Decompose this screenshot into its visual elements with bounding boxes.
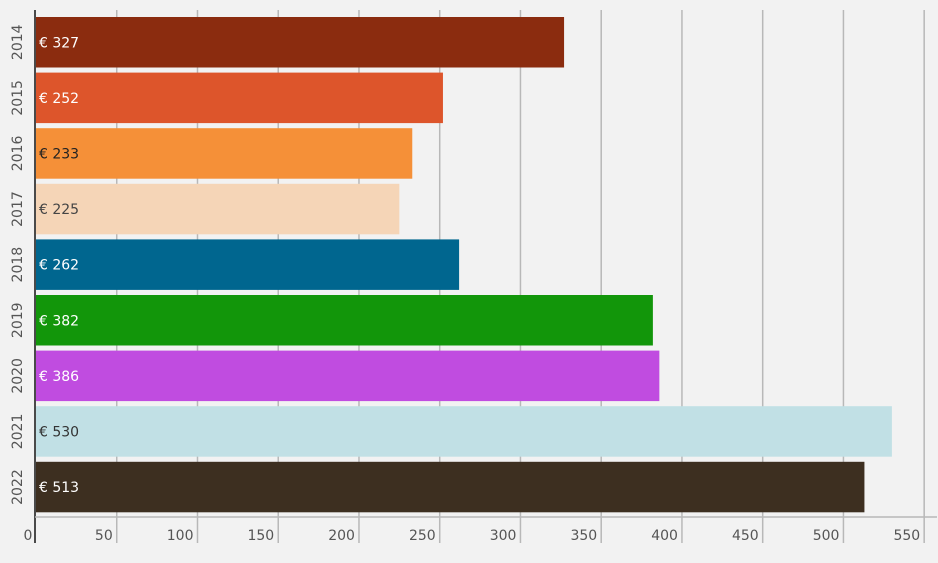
bar-2018 — [36, 239, 460, 290]
x-tick-label: 0 — [24, 528, 33, 544]
x-tick-label: 300 — [490, 528, 517, 544]
category-label-2020: 2020 — [10, 358, 26, 394]
category-label-2018: 2018 — [10, 247, 26, 283]
category-label-2014: 2014 — [10, 24, 26, 60]
x-tick-label: 150 — [247, 528, 274, 544]
bar-2019 — [36, 295, 653, 346]
bar-value-label: € 225 — [39, 202, 79, 218]
bar-value-label: € 327 — [39, 35, 79, 51]
category-label-2015: 2015 — [10, 80, 26, 116]
axes — [34, 10, 937, 543]
bar-2014 — [36, 17, 565, 68]
x-tick-label: 400 — [651, 528, 678, 544]
x-tick-label: 250 — [409, 528, 436, 544]
x-tick-label: 200 — [328, 528, 355, 544]
bar-2022 — [36, 461, 865, 513]
bar-2017 — [36, 183, 400, 235]
category-label-2019: 2019 — [10, 302, 26, 338]
x-axis-ticks: 0 50 100 150 200 250 300 350 400 450 500 550 — [24, 528, 921, 544]
bar-value-label: € 262 — [39, 258, 79, 274]
category-label-2022: 2022 — [10, 469, 26, 505]
bar-value-label: € 252 — [39, 91, 79, 107]
x-tick-label: 500 — [813, 528, 840, 544]
bar-2016 — [36, 128, 413, 179]
x-tick-label: 50 — [95, 528, 113, 544]
bar-2015 — [36, 72, 443, 124]
x-tick-label: 450 — [732, 528, 759, 544]
bar-value-label: € 233 — [39, 146, 79, 162]
category-label-2017: 2017 — [10, 191, 26, 227]
bar-value-label: € 386 — [39, 369, 79, 385]
y-axis-categories: 2014 2015 2016 2017 2018 2019 2020 2021 2022 — [10, 24, 26, 505]
x-tick-label: 550 — [893, 528, 920, 544]
category-label-2016: 2016 — [10, 136, 26, 172]
bar-2021 — [36, 406, 892, 457]
bar-2020 — [36, 350, 660, 402]
bar-value-label: € 530 — [39, 424, 79, 440]
x-tick-label: 350 — [570, 528, 597, 544]
bar-value-label: € 382 — [39, 313, 79, 329]
bar-value-label: € 513 — [39, 480, 79, 496]
bars: € 327 € 252 € 233 € 225 € 262 € 382 € 386 € 530… — [36, 17, 892, 513]
x-tick-label: 100 — [167, 528, 194, 544]
category-label-2021: 2021 — [10, 414, 26, 450]
